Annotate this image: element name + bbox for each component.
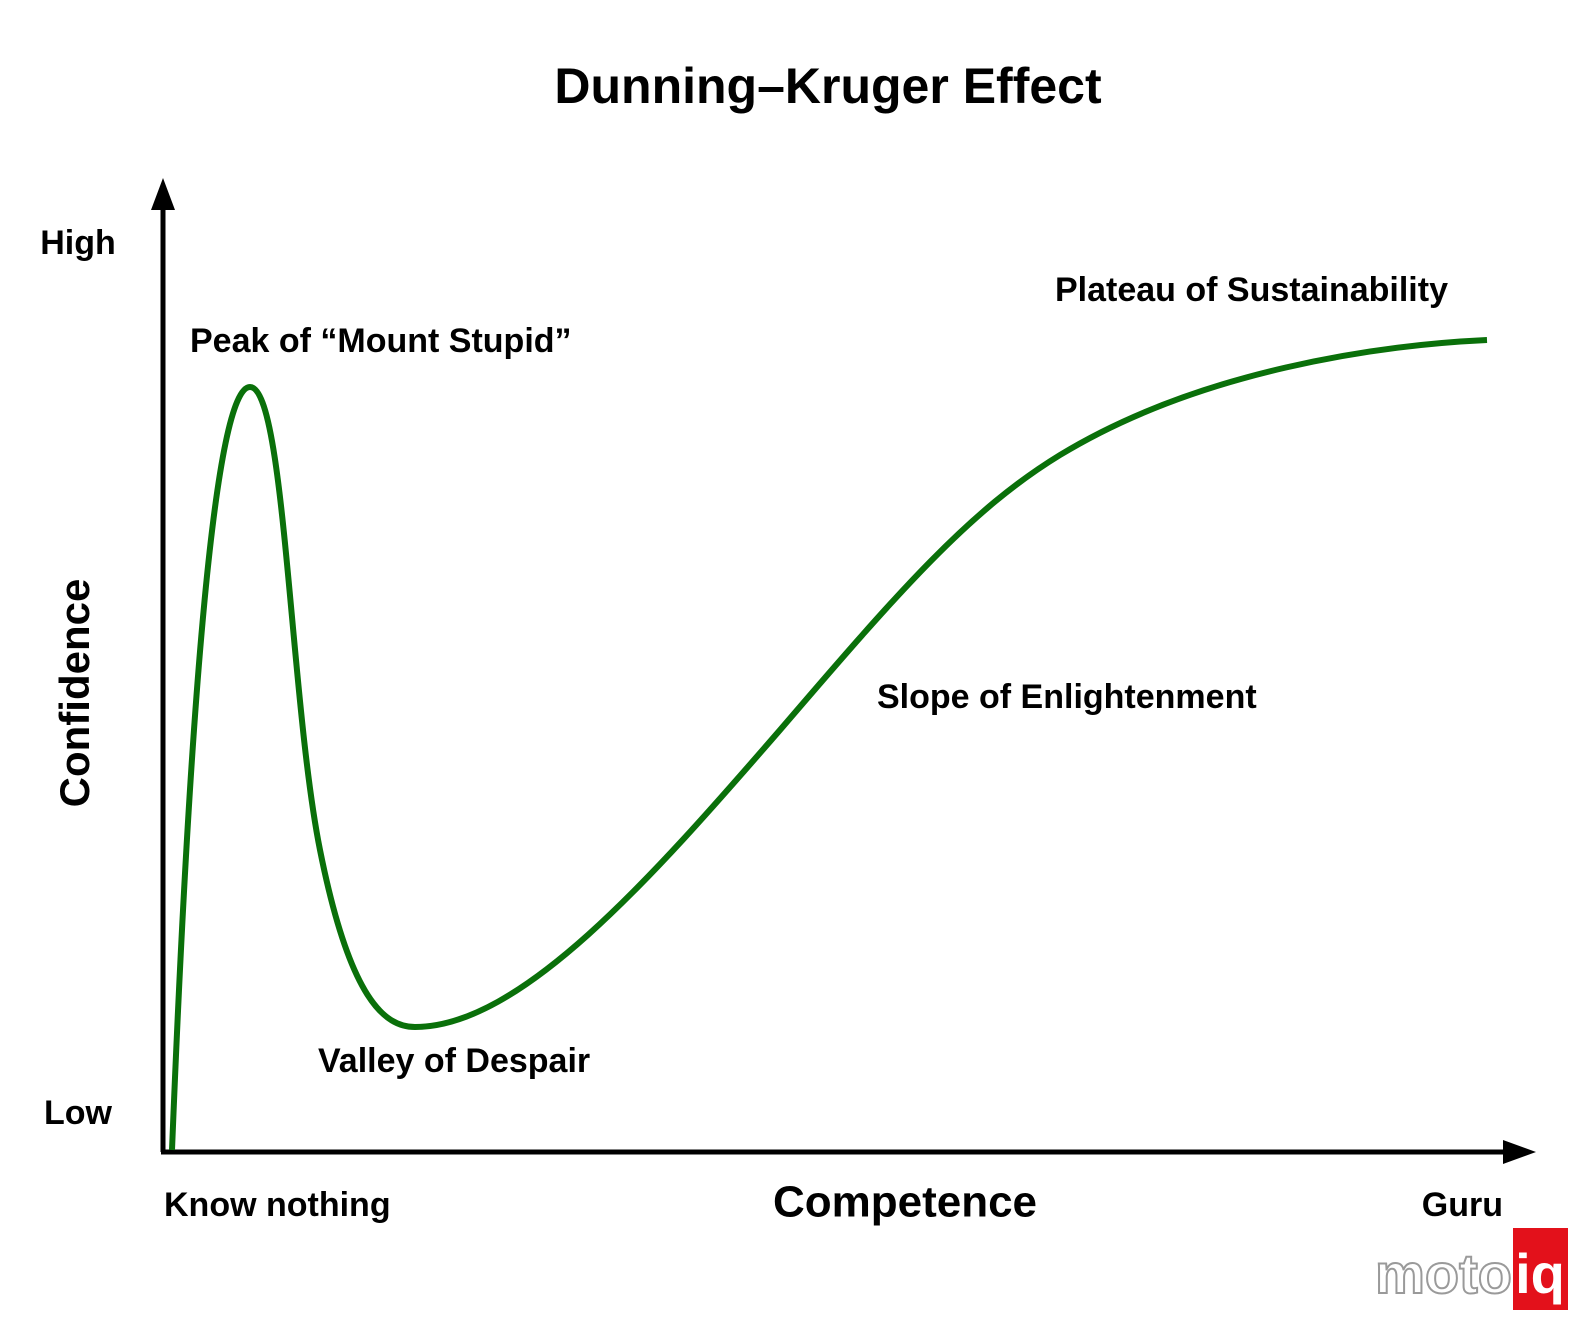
title: Dunning–Kruger Effect (554, 58, 1102, 114)
y-axis-arrow (151, 178, 175, 210)
watermark-right: iq (1515, 1242, 1565, 1305)
annotation: Valley of Despair (318, 1042, 590, 1080)
y-low-label: Low (44, 1094, 113, 1132)
annotation: Plateau of Sustainability (1055, 271, 1448, 309)
y-high-label: High (40, 224, 116, 262)
x-end-label: Guru (1422, 1186, 1503, 1224)
y-axis-title: Confidence (51, 579, 98, 808)
x-axis-title: Competence (773, 1178, 1037, 1227)
annotation: Slope of Enlightenment (877, 678, 1257, 716)
confidence-curve (169, 337, 1488, 1151)
x-axis-arrow (1503, 1140, 1536, 1164)
watermark-badge (1513, 1228, 1568, 1310)
watermark-left: moto (1375, 1242, 1512, 1305)
x-start-label: Know nothing (164, 1186, 391, 1224)
annotation: Peak of “Mount Stupid” (190, 322, 572, 360)
